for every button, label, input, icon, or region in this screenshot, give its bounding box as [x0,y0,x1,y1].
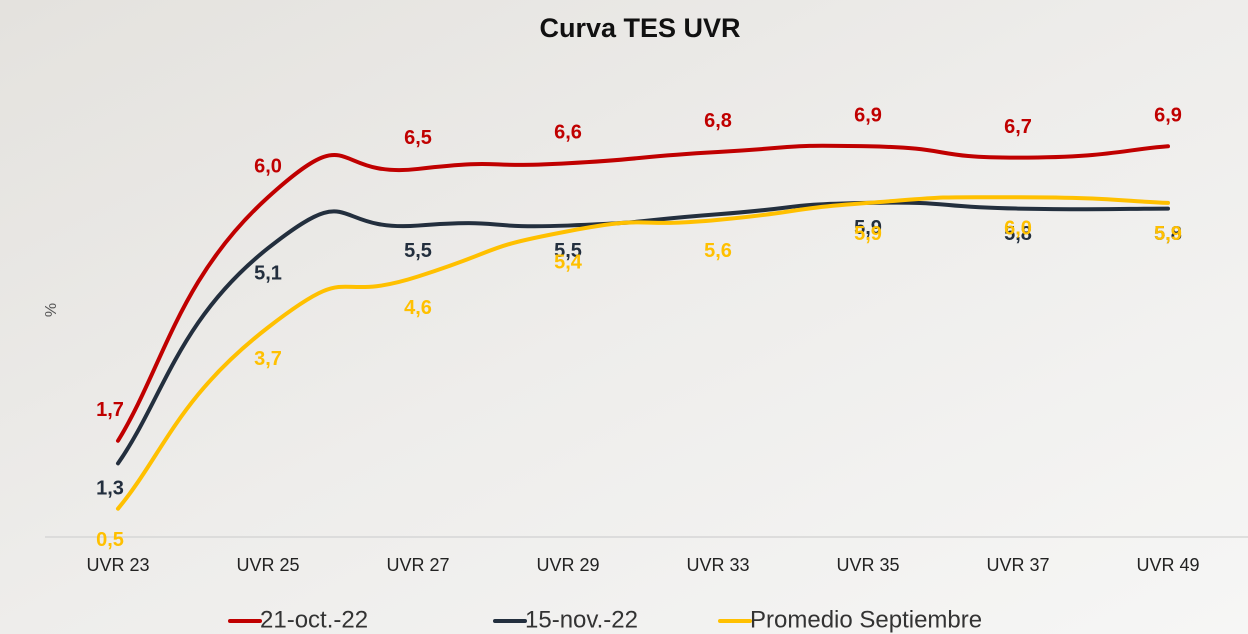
legend-label: 15-nov.-22 [525,606,638,633]
data-label: 5,6 [704,240,732,262]
data-label: 1,7 [96,399,124,421]
chart-title: Curva TES UVR [539,13,740,43]
data-label: 6,6 [554,122,582,144]
x-tick-label: UVR 25 [236,555,299,575]
data-label: 6,9 [854,105,882,127]
data-label: 6,0 [1004,218,1032,240]
x-tick-label: UVR 37 [986,555,1049,575]
data-label: 6,9 [1154,105,1182,127]
y-axis-label: % [43,303,60,317]
data-label: 6,0 [254,156,282,178]
data-label: 6,8 [704,110,732,132]
data-label: 5,9 [854,223,882,245]
data-label: 0,5 [96,529,124,551]
data-label: 5,9 [1154,223,1182,245]
legend-label: 21-oct.-22 [260,606,368,633]
data-label: 1,3 [96,478,124,500]
x-tick-label: UVR 33 [686,555,749,575]
data-label: 5,1 [254,262,282,284]
x-tick-label: UVR 29 [536,555,599,575]
x-tick-label: UVR 49 [1136,555,1199,575]
x-tick-label: UVR 35 [836,555,899,575]
background [0,0,1248,634]
data-label: 6,7 [1004,116,1032,138]
page: {"chart_data": {"type": "line", "title":… [0,0,1248,634]
legend-label: Promedio Septiembre [750,606,982,633]
x-tick-label: UVR 23 [86,555,149,575]
data-label: 4,6 [404,297,432,319]
x-tick-label: UVR 27 [386,555,449,575]
data-label: 5,5 [404,240,432,262]
data-label: 5,4 [554,252,583,274]
data-label: 3,7 [254,348,282,370]
data-label: 6,5 [404,127,432,149]
chart: Curva TES UVR % UVR 23 UVR 25 UVR 27 UVR 29… [0,0,1248,634]
